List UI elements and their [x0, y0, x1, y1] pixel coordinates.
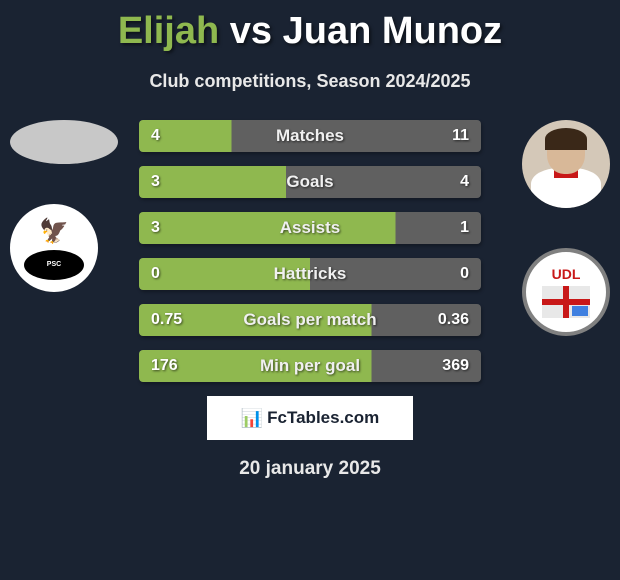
stat-label: Min per goal	[260, 356, 360, 376]
stat-right-value: 0.36	[438, 311, 469, 329]
udl-cross-h-icon	[542, 299, 590, 305]
right-avatars: UDL	[522, 120, 610, 336]
udl-flag-icon	[542, 286, 590, 318]
stat-label: Goals	[286, 172, 333, 192]
stat-right-value: 0	[460, 265, 469, 283]
subtitle: Club competitions, Season 2024/2025	[149, 71, 470, 92]
stat-bar-1: 3 Goals 4	[139, 166, 481, 198]
title: Elijah vs Juan Munoz	[118, 10, 502, 53]
club-right-abbr: UDL	[552, 266, 581, 282]
stat-right-value: 11	[452, 127, 469, 145]
stat-label: Matches	[276, 126, 344, 146]
stat-left-value: 176	[151, 357, 178, 375]
stat-bar-2: 3 Assists 1	[139, 212, 481, 244]
stat-bar-5: 176 Min per goal 369	[139, 350, 481, 382]
club-left-badge: 🦅 PSC	[10, 204, 98, 292]
stat-right-value: 369	[442, 357, 469, 375]
left-avatars: 🦅 PSC	[10, 120, 118, 292]
title-player-left: Elijah	[118, 10, 219, 52]
stat-bar-3: 0 Hattricks 0	[139, 258, 481, 290]
content-row: 🦅 PSC 4 Matches 11 3 Goals 4 3 Assists 1 0 Hattric…	[0, 120, 620, 382]
stat-right-value: 1	[460, 219, 469, 237]
chart-icon: 📊	[241, 408, 263, 429]
stat-left-value: 0	[151, 265, 160, 283]
stat-right-value: 4	[460, 173, 469, 191]
club-left-abbr: PSC	[24, 250, 84, 280]
title-player-right: Juan Munoz	[283, 10, 503, 52]
stat-bar-4: 0.75 Goals per match 0.36	[139, 304, 481, 336]
udl-shield-icon: UDL	[542, 266, 590, 318]
stat-label: Goals per match	[243, 310, 376, 330]
stat-left-value: 3	[151, 173, 160, 191]
player-left-avatar-placeholder	[10, 120, 118, 164]
stat-label: Assists	[280, 218, 340, 238]
stat-left-value: 0.75	[151, 311, 182, 329]
stats-column: 4 Matches 11 3 Goals 4 3 Assists 1 0 Hattricks 0 0.7…	[139, 120, 481, 382]
stat-left-value: 4	[151, 127, 160, 145]
player-hair-icon	[545, 128, 587, 150]
club-right-badge: UDL	[522, 248, 610, 336]
infographic-container: Elijah vs Juan Munoz Club competitions, …	[0, 0, 620, 490]
branding-badge: 📊 FcTables.com	[207, 396, 413, 440]
footer-date: 20 january 2025	[239, 458, 381, 480]
stat-bar-0: 4 Matches 11	[139, 120, 481, 152]
stat-label: Hattricks	[274, 264, 347, 284]
eagle-icon: 🦅	[39, 217, 69, 246]
title-vs: vs	[230, 10, 272, 52]
udl-blue-icon	[572, 306, 588, 316]
player-right-avatar	[522, 120, 610, 208]
stat-left-value: 3	[151, 219, 160, 237]
branding-text: FcTables.com	[267, 408, 379, 428]
